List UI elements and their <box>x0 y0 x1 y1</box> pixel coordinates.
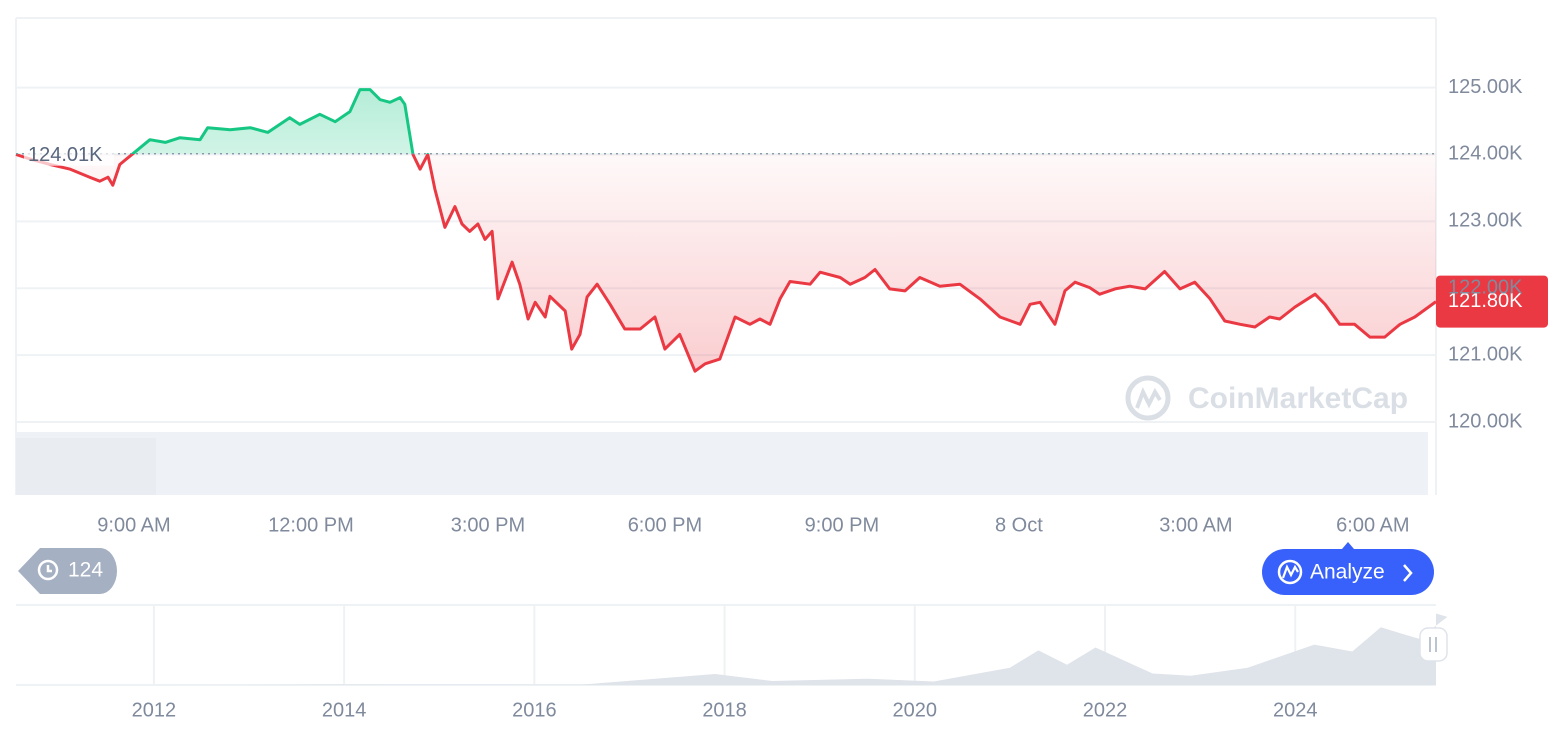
x-tick-label: 6:00 AM <box>1336 514 1409 536</box>
x-tick-label: 12:00 PM <box>268 514 354 536</box>
area-fill <box>16 89 1436 372</box>
y-tick-label: 125.00K <box>1448 76 1523 98</box>
area-fill <box>16 613 1448 685</box>
x-tick-label: 9:00 PM <box>805 514 879 536</box>
x-tick-label: 3:00 AM <box>1159 514 1232 536</box>
handle[interactable] <box>1419 627 1448 662</box>
navigator-tick-label: 2020 <box>893 699 938 721</box>
navigator-tick-label: 2012 <box>132 699 177 721</box>
watermark-text: CoinMarketCap <box>1188 382 1408 415</box>
navigator-tick-label: 2018 <box>702 699 747 721</box>
history-icon <box>46 565 52 573</box>
plot: 124.01K 121.80K <box>15 88 1548 373</box>
y-tick-label: 124.00K <box>1448 143 1523 165</box>
analyze-button[interactable]: Analyze <box>1262 542 1434 595</box>
watermark: CoinMarketCap <box>1125 375 1408 421</box>
baseline-label-bg <box>24 139 114 166</box>
last-price-label: 121.80K <box>1448 290 1523 312</box>
x-tick-label: 9:00 AM <box>97 514 170 536</box>
navigator-handle[interactable] <box>1419 627 1448 662</box>
x-tick-label: 8 Oct <box>995 514 1043 536</box>
baseline-label: 124.01K <box>28 144 103 166</box>
y-tick-label: 121.00K <box>1448 343 1523 365</box>
navigator-tick-label: 2024 <box>1273 699 1318 721</box>
price-line <box>15 88 1437 373</box>
navigator-tick-label: 2014 <box>322 699 367 721</box>
x-tick-label: 6:00 PM <box>628 514 702 536</box>
volume-band <box>16 432 1428 495</box>
button-label[interactable]: Analyze <box>1310 561 1385 584</box>
button-icon <box>1281 564 1299 579</box>
button-icon <box>1277 559 1303 585</box>
badge-shape[interactable] <box>18 548 117 594</box>
last-price-box <box>1436 275 1548 328</box>
history-icon <box>37 559 59 581</box>
y-tick-label: 120.00K <box>1448 410 1523 432</box>
button-pointer <box>1342 542 1354 549</box>
x-tick-label: 3:00 PM <box>451 514 525 536</box>
button-chevron <box>1403 564 1413 582</box>
y-tick-label: 123.00K <box>1448 210 1523 232</box>
button-shape[interactable] <box>1262 549 1434 595</box>
axes: 125.00K 124.00K 123.00K 122.00K 121.00K 120.0… <box>97 76 1523 536</box>
volume-band <box>16 438 156 495</box>
history-badge[interactable]: 124 <box>18 548 117 594</box>
history-count: 124 <box>68 559 103 582</box>
navigator: 2012 2014 2016 2018 2020 2022 2024 <box>16 605 1448 721</box>
y-tick-label: 122.00K <box>1448 277 1523 299</box>
navigator-tick-label: 2016 <box>512 699 557 721</box>
navigator-tick-label: 2022 <box>1083 699 1128 721</box>
